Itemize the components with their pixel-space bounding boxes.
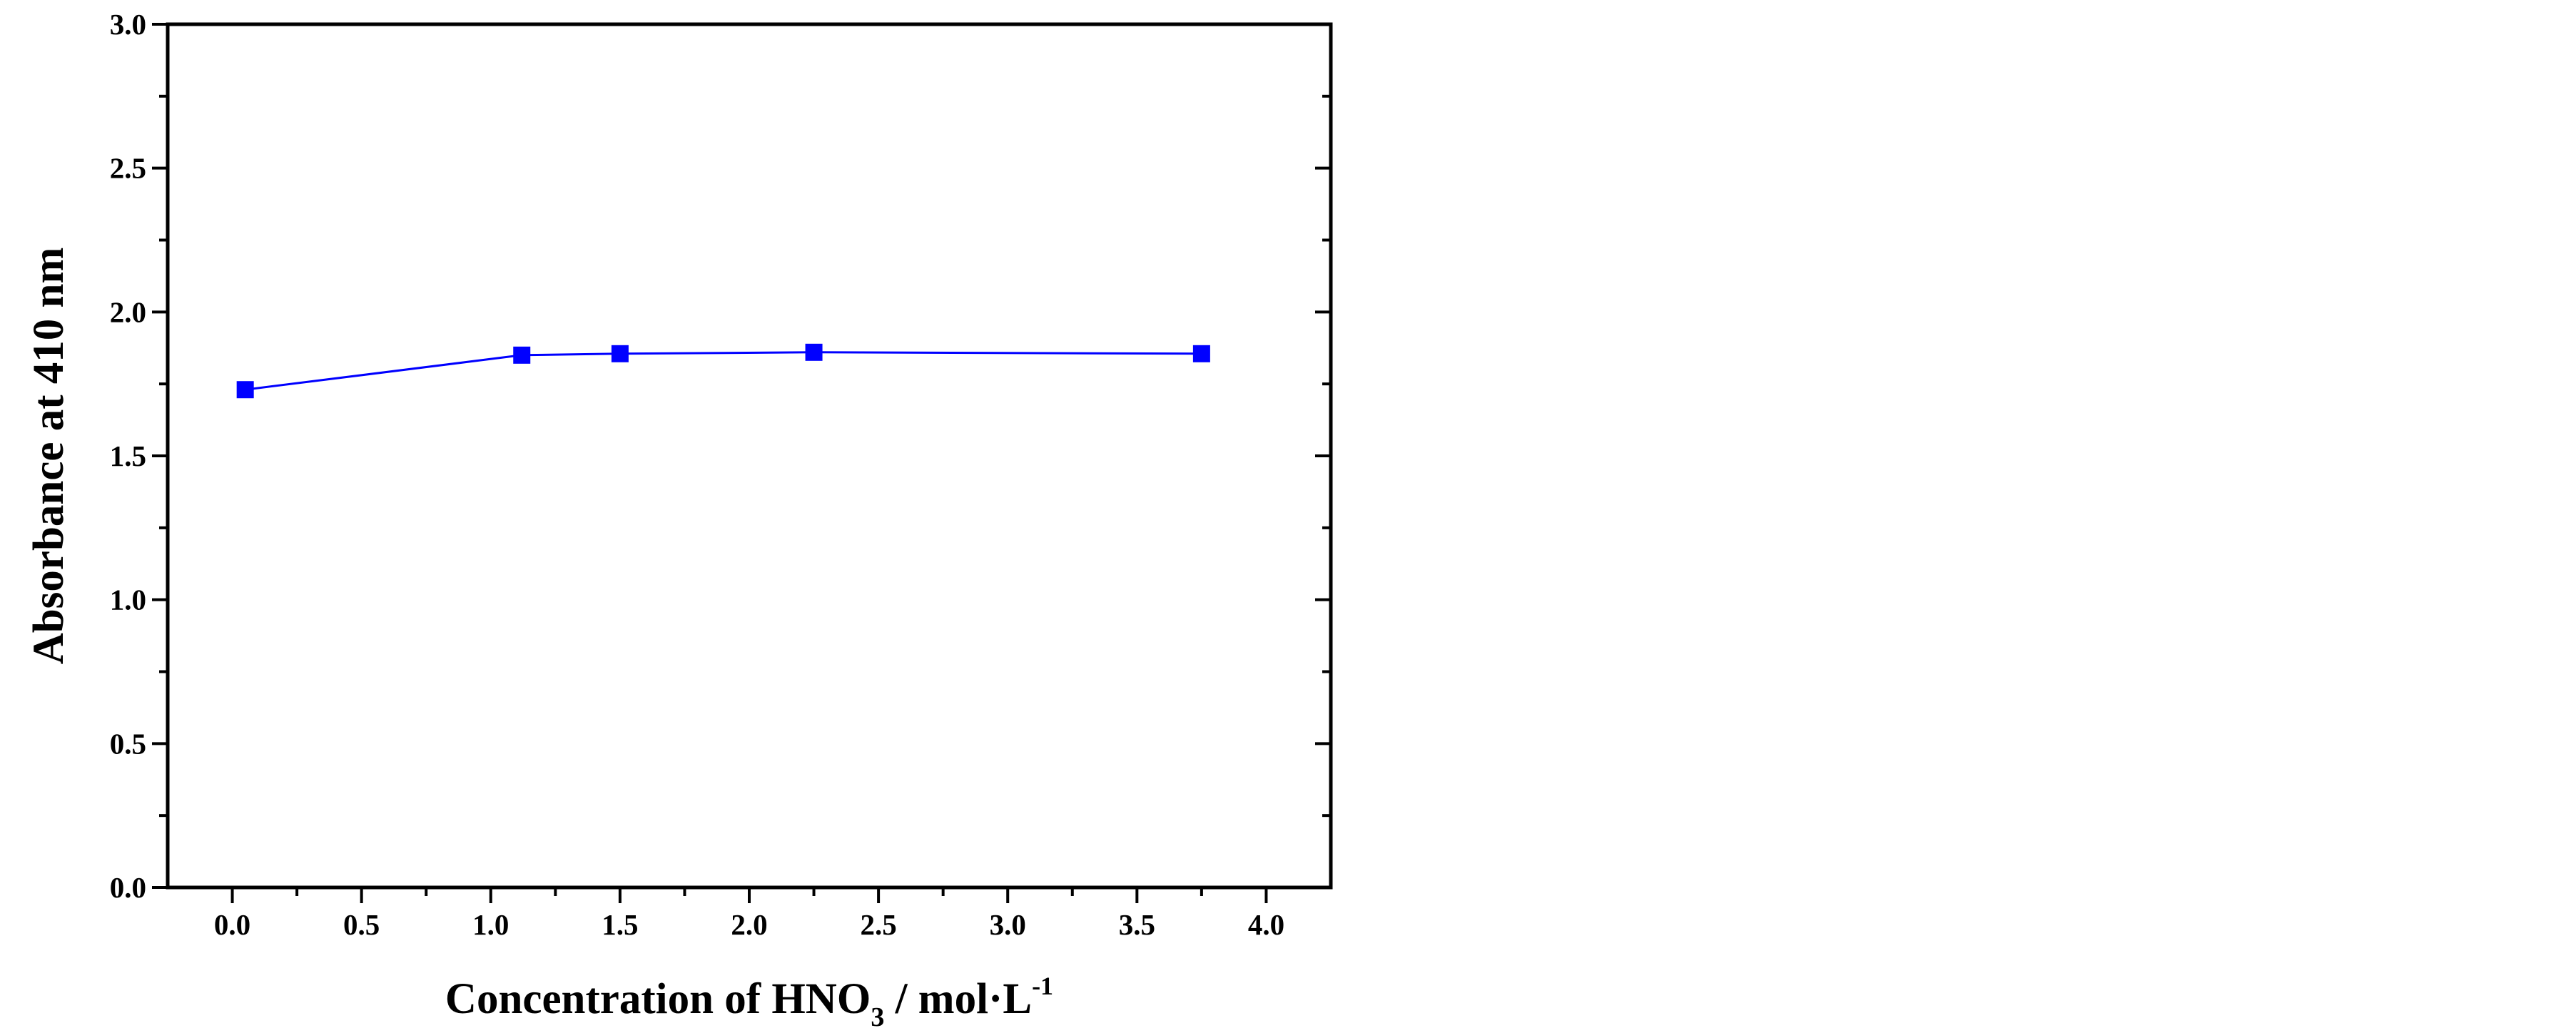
data-point-1 [513, 346, 531, 364]
series-group [236, 343, 1210, 399]
y-tick-label-0: 0.0 [110, 871, 146, 904]
data-point-4 [1192, 345, 1210, 362]
plot-frame [166, 22, 1333, 890]
y-tick-label-5: 2.5 [110, 152, 146, 185]
x-axis-title-main: Concentration of HNO [445, 975, 871, 1023]
y-axis: 0.0 0.5 1.0 1.5 2.0 2.5 3.0 [110, 8, 1331, 904]
x-tick-label-4: 2.0 [731, 908, 767, 941]
x-axis-title: Concentration of HNO3 / mol·L-1 [445, 972, 1053, 1028]
plot-area [166, 22, 1333, 890]
x-axis-title-subscript: 3 [871, 1002, 884, 1028]
series-line-0 [245, 351, 1202, 391]
x-tick-label-0: 0.0 [214, 908, 250, 941]
y-tick-label-1: 0.5 [110, 727, 146, 760]
x-tick-label-8: 4.0 [1248, 908, 1284, 941]
x-tick-label-6: 3.0 [990, 908, 1026, 941]
y-axis-title: Absorbance at 410 nm [25, 248, 73, 665]
data-point-3 [805, 343, 823, 361]
data-point-0 [236, 381, 254, 399]
x-axis: 0.0 0.5 1.0 1.5 2.0 2.5 3.0 3.5 4.0 [214, 887, 1284, 941]
y-tick-label-4: 2.0 [110, 295, 146, 328]
x-axis-title-superscript: -1 [1032, 972, 1053, 1000]
x-tick-label-5: 2.5 [860, 908, 896, 941]
x-axis-title-suffix: / mol·L [884, 975, 1032, 1023]
y-tick-label-3: 1.5 [110, 439, 146, 472]
y-tick-label-6: 3.0 [110, 8, 146, 41]
x-tick-label-3: 1.5 [602, 908, 638, 941]
x-tick-label-7: 3.5 [1119, 908, 1155, 941]
x-tick-label-2: 1.0 [472, 908, 509, 941]
y-tick-label-2: 1.0 [110, 584, 146, 616]
data-point-2 [611, 345, 629, 362]
x-tick-label-1: 0.5 [343, 908, 380, 941]
